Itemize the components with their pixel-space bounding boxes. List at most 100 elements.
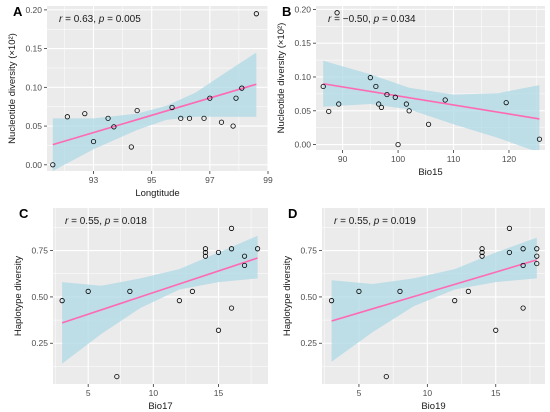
data-point [218,119,225,125]
data-point [228,225,235,231]
y-tick-label: 0.20 [294,4,311,14]
annotation-p-val: = 0.034 [379,14,416,25]
data-point [128,144,134,150]
y-tick-label: 0.05 [294,106,311,116]
y-tick-label: 0.00 [25,160,42,170]
stat-annotation: r = −0.50, p = 0.034 [328,14,416,25]
data-point [82,111,88,117]
annotation-p-val: = 0.005 [104,14,141,25]
data-point [442,97,448,103]
data-point [356,288,362,294]
annotation-p-sym: p [373,14,380,25]
data-point [320,83,326,90]
x-axis-title: Longtitude [135,188,179,199]
regression-line [323,82,540,120]
data-point [241,262,248,269]
data-point [215,249,222,256]
data-point [479,253,485,259]
data-point [178,115,184,121]
x-tick-label: 120 [502,154,516,164]
data-point [105,115,111,121]
data-point [406,108,412,114]
annotation-p-sym: p [373,216,380,227]
x-axis-title: Bio17 [148,401,172,412]
y-tick-label: 0.75 [31,246,48,256]
data-point [239,85,245,91]
data-point [176,298,182,304]
data-point [253,11,259,17]
annotation-r-sym: r [334,216,338,227]
x-tick-label: 99 [263,175,273,185]
data-point [383,373,389,380]
x-tick-label: 100 [391,154,405,164]
data-point [134,107,140,114]
y-tick-label: 0.10 [294,72,311,82]
stat-annotation: r = 0.55, p = 0.019 [334,216,416,227]
data-point [254,246,261,252]
data-point [403,101,409,107]
annotation-r-sym: r [65,216,69,227]
x-axis-title: Bio19 [421,401,445,412]
data-point [186,115,193,121]
annotation-r-sym: r [328,14,332,25]
y-tick-label: 0.75 [300,246,317,256]
stat-annotation: r = 0.63, p = 0.005 [59,14,141,25]
data-point [215,327,222,333]
data-point [452,298,458,304]
panel-a: 93 95 97 99 0.00 0.05 0.10 0.15 0.20 r = 0.63, p … [7,4,273,199]
data-point [233,95,239,101]
y-axis-title: Haplotype diversity [282,256,293,337]
data-point [207,95,213,101]
data-point [395,141,401,148]
data-point [534,246,540,252]
data-point [59,298,65,304]
annotation-r-val: = 0.55, [68,216,104,227]
annotation-r-sym: r [59,14,63,25]
y-tick-label: 0.05 [25,121,42,131]
panel-label: B [282,4,291,19]
plot-area [50,11,259,171]
data-point [534,260,540,267]
plot-area [328,225,540,380]
data-point [493,327,499,333]
regression-line [331,259,538,322]
data-point [536,136,543,142]
panel-label: D [288,206,297,221]
x-tick-label: 90 [338,154,348,164]
data-point [373,83,379,90]
x-tick-label: 5 [357,388,362,398]
x-tick-label: 110 [447,154,461,164]
panel-label: C [19,206,29,221]
y-tick-label: 0.25 [31,338,48,348]
data-point [520,305,526,311]
data-point [127,288,133,294]
data-point [534,253,540,259]
annotation-p-sym: p [104,216,111,227]
confidence-band [323,60,540,150]
x-tick-label: 97 [205,175,215,185]
x-tick-label: 5 [86,388,91,398]
data-point [326,108,332,115]
data-point [479,249,485,256]
data-point [520,262,526,269]
panel-label: A [13,4,23,19]
x-tick-label: 95 [147,175,157,185]
plot-area [320,10,543,150]
confidence-band [331,237,537,362]
data-point [228,305,235,311]
y-tick-label: 0.00 [294,140,311,150]
x-axis-title: Bio15 [418,167,442,178]
y-tick-label: 0.20 [25,5,42,15]
annotation-p-val: = 0.018 [110,216,147,227]
data-point [169,104,175,111]
data-point [189,288,196,294]
x-tick-label: 15 [214,388,224,398]
data-point [230,123,236,129]
panel-c: 5 10 15 0.25 0.50 0.75 r = 0.55, p = 0.018 C Bio… [13,206,268,412]
y-tick-label: 0.50 [300,292,317,302]
data-point [334,10,340,16]
data-point [111,124,117,130]
data-point [425,121,432,127]
stat-annotation: r = 0.55, p = 0.018 [65,216,147,227]
